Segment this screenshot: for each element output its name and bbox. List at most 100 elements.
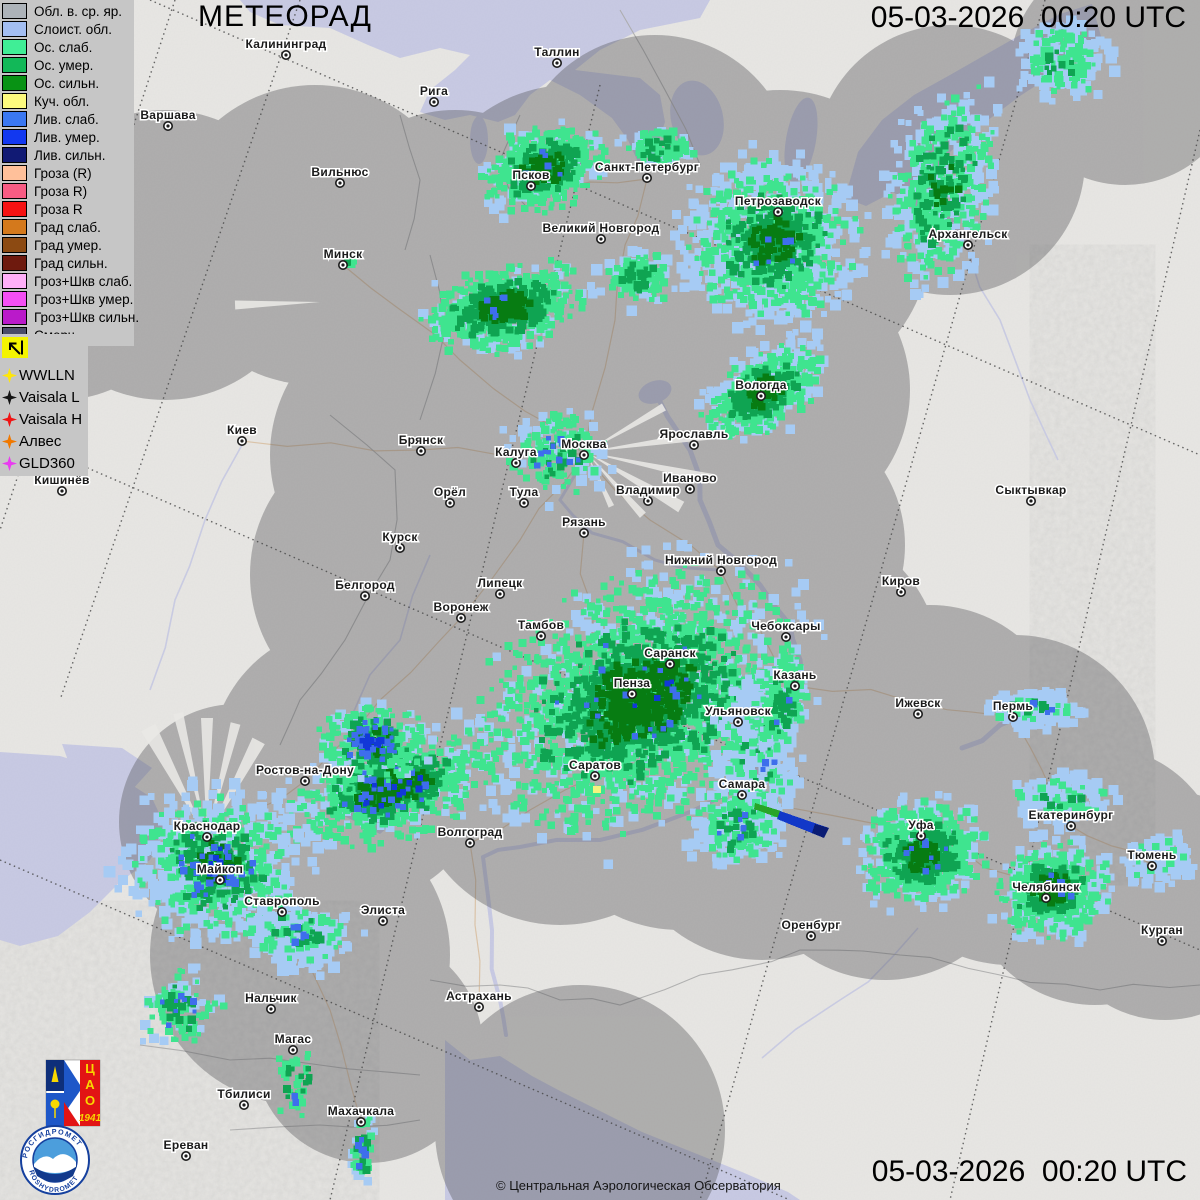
radar-coverage-circle: [375, 415, 665, 705]
legend-swatch: [2, 147, 27, 163]
cao-flag: Ц А О 1941: [45, 1059, 102, 1127]
echo-cluster-novgorod-ne: [591, 245, 678, 316]
city-marker: Элиста: [359, 902, 406, 926]
lightning-cross-icon: [2, 433, 17, 449]
lightning-cross-icon: [2, 411, 17, 427]
city-marker: Минск: [322, 246, 364, 270]
legend-swatch: [2, 39, 27, 55]
legend-swatch: [2, 201, 27, 217]
legend-item: Лив. умер.: [2, 128, 134, 146]
legend-item: Лив. сильн.: [2, 146, 134, 164]
echo-cluster-arkh-corner: [1015, 15, 1121, 105]
legend-swatch: [2, 165, 27, 181]
legend-label: Гроз+Шкв сильн.: [34, 309, 140, 325]
legend-swatch: [2, 183, 27, 199]
radar-coverage-circle: [515, 35, 795, 315]
legend-item: Куч. обл.: [2, 92, 134, 110]
radar-coverage-circle: [790, 605, 1070, 885]
city-marker: Псков: [511, 167, 551, 192]
cao-roshydromet-logo: Ц А О 1941 РОСГИДРОМЕТ ROSHYDROMET: [20, 1059, 102, 1195]
city-label: Саратов: [569, 758, 621, 772]
legend-label: Обл. в. ср. яр.: [34, 3, 123, 19]
lightning-network-label: Vaisala L: [19, 388, 80, 406]
city-marker: Тула: [508, 484, 540, 508]
city-marker: Таллин: [533, 44, 581, 68]
city-marker: Магас: [273, 1031, 313, 1056]
legend-swatch: [2, 21, 27, 37]
anomalous-echo-streak: [593, 786, 601, 793]
city-label: Нижний Новгород: [665, 553, 777, 567]
city-label: Ереван: [164, 1138, 209, 1152]
lightning-cross-icon: [2, 455, 17, 471]
legend-panel: Обл. в. ср. яр. Слоист. обл. Ос. слаб. Ос. …: [0, 0, 139, 346]
radar-coverage-circle: [520, 275, 820, 575]
legend-item: Гроза (R): [2, 164, 134, 182]
city-marker: Саранск: [643, 645, 698, 669]
city-marker: Вологда: [734, 377, 788, 401]
legend-item: Ос. слаб.: [2, 38, 134, 56]
lightning-network-item: Алвес: [2, 430, 88, 452]
echo-cluster-pskov: [477, 118, 610, 224]
city-label: Тбилиси: [217, 1087, 270, 1101]
city-marker: Пенза: [612, 675, 651, 699]
city-label: Самара: [719, 777, 766, 791]
city-marker: Орёл: [432, 484, 467, 508]
rocket-glyph: [51, 1066, 59, 1082]
legend-label: Гроза R: [34, 201, 83, 217]
city-marker: Тамбов: [516, 617, 565, 641]
legend-label: Град умер.: [34, 237, 102, 253]
cities-layer: Калининград Таллин Рига Варшава Вильнюс Псков…: [33, 36, 1184, 1162]
city-label: Белгород: [335, 578, 395, 592]
city-label: Великий Новгород: [543, 221, 660, 235]
city-label: Оренбург: [781, 918, 840, 932]
legend-item: Ос. сильн.: [2, 74, 134, 92]
city-marker: Чебоксары: [750, 618, 822, 642]
balloon-glyph: [50, 1099, 60, 1109]
echo-cluster-vologda: [694, 328, 829, 444]
city-label: Курган: [1141, 923, 1183, 937]
legend-label: Ос. слаб.: [34, 39, 93, 55]
echo-cluster-smolensk: [418, 257, 605, 360]
lightning-network-item: Vaisala L: [2, 386, 88, 408]
legend-swatch: [2, 93, 27, 109]
city-label: Иваново: [663, 471, 717, 485]
city-label: Варшава: [140, 108, 195, 122]
city-label: Ульяновск: [705, 704, 771, 718]
city-label: Тюмень: [1127, 848, 1176, 862]
legend-item: Ос. умер.: [2, 56, 134, 74]
page-title: МЕТЕОРАД: [198, 0, 372, 33]
legend-item: Град умер.: [2, 236, 134, 254]
city-label: Ставрополь: [244, 894, 320, 908]
city-label: Чебоксары: [751, 619, 820, 633]
legend-item: Лив. слаб.: [2, 110, 134, 128]
lightning-network-item: GLD360: [2, 452, 88, 474]
city-marker: Тбилиси: [216, 1086, 272, 1111]
city-label: Вильнюс: [311, 165, 368, 179]
echo-cluster-krasnodar: [103, 776, 325, 949]
city-label: Орёл: [434, 485, 466, 499]
city-marker: Краснодар: [172, 818, 242, 842]
city-marker: Ярославль: [658, 426, 730, 450]
legend-label: Лив. умер.: [34, 129, 100, 145]
echo-cluster-kazan-streak: [752, 644, 811, 775]
legend-swatch: [2, 129, 27, 145]
echo-cluster-minsk-speck: [344, 253, 357, 268]
city-label: Вологда: [735, 378, 786, 392]
org-logo: Ц А О 1941 РОСГИДРОМЕТ ROSHYDROMET: [20, 1056, 120, 1200]
city-label: Воронеж: [433, 600, 488, 614]
city-label: Челябинск: [1012, 880, 1080, 894]
city-label: Астрахань: [446, 989, 512, 1003]
city-marker: Воронеж: [432, 599, 490, 623]
city-label: Магас: [275, 1032, 312, 1046]
legend-item: Обл. в. ср. яр.: [2, 2, 134, 20]
city-label: Саранск: [644, 646, 696, 660]
city-marker: Уфа: [907, 817, 935, 841]
legend-item: Гроз+Шкв сильн.: [2, 308, 139, 326]
radar-coverage-circle: [253, 933, 483, 1163]
city-marker: Курган: [1140, 922, 1184, 946]
city-marker: Киев: [226, 422, 258, 446]
echo-cluster-spb: [614, 127, 698, 172]
city-marker: Казань: [772, 667, 818, 691]
lightning-rows: WWLLN Vaisala L Vaisala H Алвес GLD360: [2, 364, 88, 474]
legend-swatch: [2, 219, 27, 235]
